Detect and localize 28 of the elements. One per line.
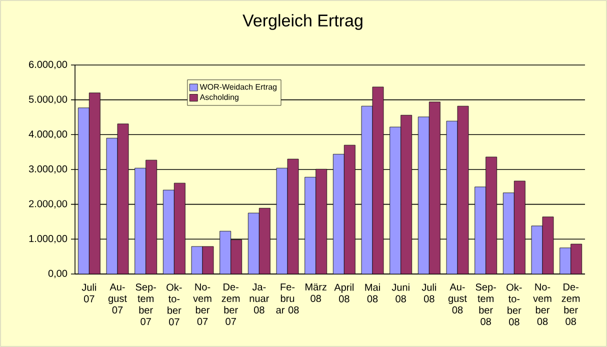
x-tick-label: Au- gust 07 xyxy=(108,284,127,314)
y-tick-label: 3.000,00 xyxy=(28,165,68,174)
y-tick-label: 1.000,00 xyxy=(29,235,68,244)
x-tick-label: Juni 08 xyxy=(392,284,410,302)
x-tick-label: Sep- tem ber 08 xyxy=(476,284,496,326)
x-tick-label: April 08 xyxy=(334,284,354,302)
y-tick-label: 0,00 xyxy=(48,270,68,278)
chart-title: Vergleich Ertrag xyxy=(242,14,362,30)
x-tick-label: Au- gust 08 xyxy=(448,284,467,314)
x-tick-label: Juli 08 xyxy=(422,284,436,302)
x-tick-label: Mai 08 xyxy=(365,284,380,302)
legend-label: WOR-Weidach Ertrag xyxy=(200,84,276,92)
x-tick-label: Fe- bru ar 08 xyxy=(276,284,299,314)
x-tick-label: Juli 07 xyxy=(82,284,96,302)
x-tick-label: Ok- to- ber 08 xyxy=(506,284,522,326)
x-tick-label: Ok- to- ber 07 xyxy=(166,284,182,326)
y-tick-label: 4.000,00 xyxy=(28,130,68,139)
x-tick-label: Ja- nuar 08 xyxy=(250,284,270,314)
legend-label: Ascholding xyxy=(200,94,238,102)
x-tick-label: De- zem ber 08 xyxy=(562,284,580,325)
x-tick-label: Sep- tem ber 07 xyxy=(136,284,156,326)
x-tick-label: No- vem ber 07 xyxy=(193,284,212,325)
x-tick-label: No- vem ber 08 xyxy=(533,284,552,325)
y-tick-label: 6.000,00 xyxy=(29,60,68,70)
y-tick-label: 2.000,00 xyxy=(29,200,68,208)
x-tick-label: De- zem ber 07 xyxy=(222,284,240,325)
y-tick-label: 5.000,00 xyxy=(28,96,68,104)
x-tick-label: März 08 xyxy=(306,284,326,302)
